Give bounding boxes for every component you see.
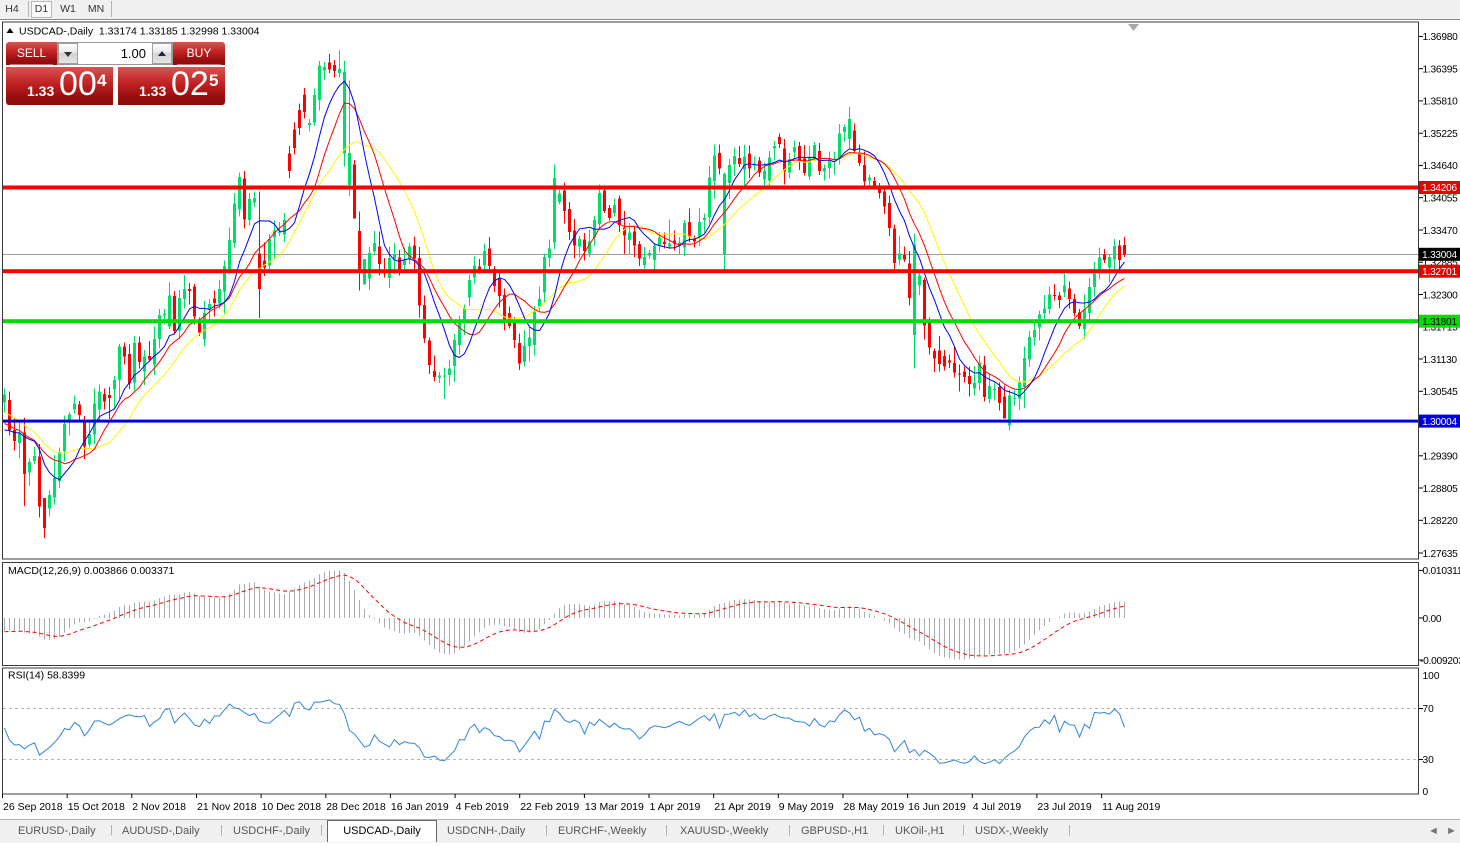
svg-text:0.00: 0.00 xyxy=(1423,614,1442,625)
svg-text:1.30545: 1.30545 xyxy=(1423,387,1459,398)
svg-text:23 Jul 2019: 23 Jul 2019 xyxy=(1037,801,1091,813)
svg-text:RSI(14) 58.8399: RSI(14) 58.8399 xyxy=(8,670,85,682)
svg-text:1.34640: 1.34640 xyxy=(1423,161,1459,172)
svg-text:1.32701: 1.32701 xyxy=(1422,267,1457,278)
svg-text:1.34206: 1.34206 xyxy=(1422,183,1457,194)
svg-text:21 Nov 2018: 21 Nov 2018 xyxy=(197,801,257,813)
svg-text:28 Dec 2018: 28 Dec 2018 xyxy=(326,801,386,813)
svg-text:2 Nov 2018: 2 Nov 2018 xyxy=(132,801,186,813)
svg-text:10 Dec 2018: 10 Dec 2018 xyxy=(262,801,322,813)
svg-text:100: 100 xyxy=(1423,671,1440,682)
svg-text:16 Jun 2019: 16 Jun 2019 xyxy=(908,801,966,813)
svg-text:1.36395: 1.36395 xyxy=(1423,65,1459,76)
svg-text:13 Mar 2019: 13 Mar 2019 xyxy=(585,801,644,813)
svg-text:22 Feb 2019: 22 Feb 2019 xyxy=(520,801,579,813)
svg-text:1.35225: 1.35225 xyxy=(1423,129,1459,140)
svg-text:MACD(12,26,9) 0.003866 0.00337: MACD(12,26,9) 0.003866 0.003371 xyxy=(8,565,175,577)
svg-text:9 May 2019: 9 May 2019 xyxy=(779,801,834,813)
svg-text:1.35810: 1.35810 xyxy=(1423,97,1459,108)
svg-text:1.31801: 1.31801 xyxy=(1422,317,1457,328)
svg-text:1.30004: 1.30004 xyxy=(1422,417,1457,428)
svg-text:1.33004: 1.33004 xyxy=(1422,250,1457,261)
svg-text:11 Aug 2019: 11 Aug 2019 xyxy=(1102,801,1160,813)
svg-text:1.27635: 1.27635 xyxy=(1423,549,1459,560)
svg-text:1.28805: 1.28805 xyxy=(1423,484,1459,495)
svg-text:4 Jul 2019: 4 Jul 2019 xyxy=(973,801,1022,813)
svg-text:1.31130: 1.31130 xyxy=(1423,355,1458,366)
svg-text:30: 30 xyxy=(1423,755,1435,766)
svg-text:26 Sep 2018: 26 Sep 2018 xyxy=(3,801,63,813)
svg-text:1.32300: 1.32300 xyxy=(1423,290,1459,301)
svg-text:16 Jan 2019: 16 Jan 2019 xyxy=(391,801,449,813)
svg-text:21 Apr 2019: 21 Apr 2019 xyxy=(714,801,771,813)
svg-text:1.33470: 1.33470 xyxy=(1423,226,1459,237)
svg-text:15 Oct 2018: 15 Oct 2018 xyxy=(68,801,125,813)
svg-text:1.28220: 1.28220 xyxy=(1423,516,1459,527)
svg-text:0: 0 xyxy=(1423,787,1429,798)
svg-text:USDCAD-,Daily 1.33174 1.33185: USDCAD-,Daily 1.33174 1.33185 1.32998 1.… xyxy=(19,26,260,38)
svg-text:0.010311: 0.010311 xyxy=(1423,566,1460,577)
svg-text:70: 70 xyxy=(1423,704,1435,715)
svg-text:4 Feb 2019: 4 Feb 2019 xyxy=(456,801,509,813)
svg-text:1 Apr 2019: 1 Apr 2019 xyxy=(650,801,701,813)
svg-text:28 May 2019: 28 May 2019 xyxy=(844,801,905,813)
svg-text:1.34055: 1.34055 xyxy=(1423,194,1459,205)
svg-text:1.36980: 1.36980 xyxy=(1423,32,1459,43)
svg-text:-0.009203: -0.009203 xyxy=(1420,656,1460,667)
svg-text:1.29390: 1.29390 xyxy=(1423,452,1459,463)
